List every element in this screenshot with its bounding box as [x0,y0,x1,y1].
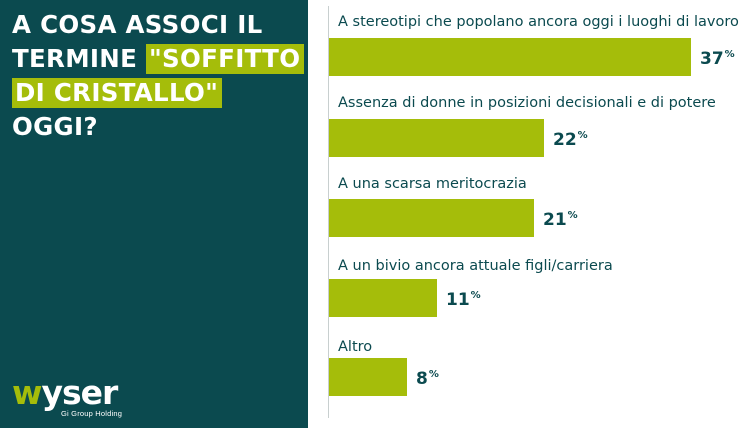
data-label-value: 22 [553,130,577,150]
data-label-unit: % [428,369,439,380]
data-label-value: 37 [700,49,724,69]
category-label: A una scarsa meritocrazia [338,176,527,192]
data-label: 37% [700,49,735,69]
data-label: 8% [416,369,439,389]
logo-subtitle: Gi Group Holding [61,409,123,418]
data-label-unit: % [577,130,588,141]
logo-word-rest: yser [41,373,119,412]
data-label-unit: % [567,210,578,221]
headline: A COSA ASSOCI IL TERMINE "SOFFITTO DI CR… [12,8,305,144]
data-label-unit: % [724,49,735,60]
bar [329,199,534,237]
data-label: 22% [553,130,588,150]
chart-axis-line [328,6,329,418]
category-label: A stereotipi che popolano ancora oggi i … [338,14,739,30]
data-label-unit: % [470,290,481,301]
left-panel: A COSA ASSOCI IL TERMINE "SOFFITTO DI CR… [0,0,308,428]
data-label: 11% [446,290,481,310]
wyser-logo: wyser Gi Group Holding [12,376,123,418]
category-label: Assenza di donne in posizioni decisional… [338,95,716,111]
headline-line-2: TERMINE "SOFFITTO [12,42,305,76]
bar [329,119,544,157]
data-label-value: 8 [416,369,428,389]
logo-wordmark: wyser [12,376,122,409]
bar [329,279,437,317]
headline-highlight-2: DI CRISTALLO" [12,78,223,108]
category-label: Altro [338,339,373,355]
category-label: A un bivio ancora attuale figli/carriera [338,258,613,274]
data-label-value: 21 [543,210,567,230]
bar [329,358,407,396]
data-label-value: 11 [446,290,470,310]
headline-line-3: DI CRISTALLO" [12,76,302,110]
logo-accent-letter: w [12,373,42,412]
headline-line-4: OGGI? [12,112,98,141]
bar [329,38,691,76]
headline-highlight-1: "SOFFITTO [145,44,305,74]
headline-line-2-text: TERMINE [12,44,146,73]
headline-line-1: A COSA ASSOCI IL [12,10,263,39]
data-label: 21% [543,210,578,230]
